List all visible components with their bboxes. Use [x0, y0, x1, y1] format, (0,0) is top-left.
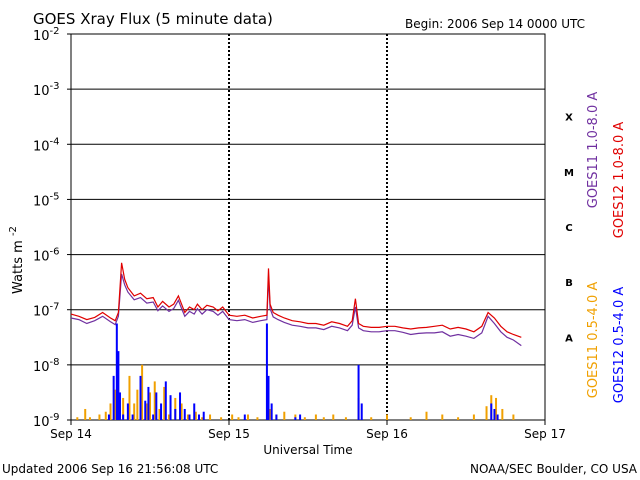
updated-text: Updated 2006 Sep 16 21:56:08 UTC [2, 462, 218, 476]
plot-area [70, 33, 546, 421]
y-tick-base-1: 10 [33, 84, 50, 99]
begin-label: Begin: 2006 Sep 14 0000 UTC [405, 17, 585, 31]
series-goes12-0.5-4 [107, 323, 499, 420]
horizontal-gridlines [71, 88, 545, 366]
y-axis-label-exponent: -2 [8, 226, 19, 236]
flare-class-a: A [565, 333, 573, 344]
x-tick-label-0: Sep 14 [50, 427, 92, 441]
y-axis-label: Watts m -2 [8, 226, 26, 294]
flare-class-labels: X M C B A [564, 113, 574, 345]
y-tick-exp-7: -9 [50, 412, 60, 423]
y-tick-base-0: 10 [33, 29, 50, 44]
series-goes11-0.5-4 [76, 364, 515, 420]
flare-class-c: C [565, 223, 572, 234]
flare-class-m: M [564, 168, 574, 179]
y-tick-label-4: 10-6 [33, 247, 60, 265]
y-tick-base-5: 10 [33, 305, 50, 320]
x-tick-label-2: Sep 16 [366, 427, 408, 441]
day-dividers [228, 34, 388, 420]
y-tick-label-0: 10-2 [33, 26, 60, 44]
y-tick-label-6: 10-8 [33, 357, 60, 375]
flare-class-b: B [565, 278, 573, 289]
plot-frame [70, 33, 546, 421]
legend-entry-0: GOES11 1.0-8.0 A [586, 92, 601, 209]
y-axis-ticks: 10-210-310-410-510-610-710-810-9 [33, 26, 71, 430]
credit-text: NOAA/SEC Boulder, CO USA [470, 462, 638, 476]
x-tick-label-1: Sep 15 [208, 427, 250, 441]
y-tick-exp-4: -6 [50, 247, 60, 258]
y-tick-exp-6: -8 [50, 357, 60, 368]
y-tick-base-4: 10 [33, 250, 50, 265]
svg-text:Watts m -2: Watts m -2 [8, 226, 26, 294]
series-goes12-1-8 [70, 262, 522, 338]
y-tick-exp-5: -7 [50, 302, 60, 313]
legend-entry-3: GOES12 0.5-4.0 A [612, 287, 627, 404]
legend-entry-1: GOES12 1.0-8.0 A [612, 122, 627, 239]
flare-class-x: X [565, 113, 573, 124]
y-tick-label-1: 10-3 [33, 81, 60, 99]
legend-entry-2: GOES11 0.5-4.0 A [586, 282, 601, 399]
y-tick-exp-0: -2 [50, 26, 60, 37]
y-tick-exp-2: -4 [50, 136, 60, 147]
y-tick-base-2: 10 [33, 139, 50, 154]
x-axis-label: Universal Time [263, 443, 352, 457]
x-axis-ticks: Sep 14 Sep 15 Sep 16 Sep 17 [50, 420, 566, 441]
chart-title: GOES Xray Flux (5 minute data) [33, 10, 273, 28]
y-tick-label-3: 10-5 [33, 191, 60, 209]
y-tick-label-7: 10-9 [33, 412, 60, 430]
y-tick-base-3: 10 [33, 194, 50, 209]
y-tick-exp-1: -3 [50, 81, 60, 92]
goes12-1-0-8-0-a-line [70, 262, 522, 338]
y-axis-label-text: Watts m [11, 240, 26, 294]
legend: GOES11 1.0-8.0 A GOES12 1.0-8.0 A GOES11 0… [586, 92, 627, 404]
y-tick-label-5: 10-7 [33, 302, 60, 320]
y-tick-base-7: 10 [33, 415, 50, 430]
y-tick-base-6: 10 [33, 360, 50, 375]
x-tick-label-3: Sep 17 [524, 427, 566, 441]
y-tick-exp-3: -5 [50, 191, 60, 202]
y-tick-label-2: 10-4 [33, 136, 60, 154]
